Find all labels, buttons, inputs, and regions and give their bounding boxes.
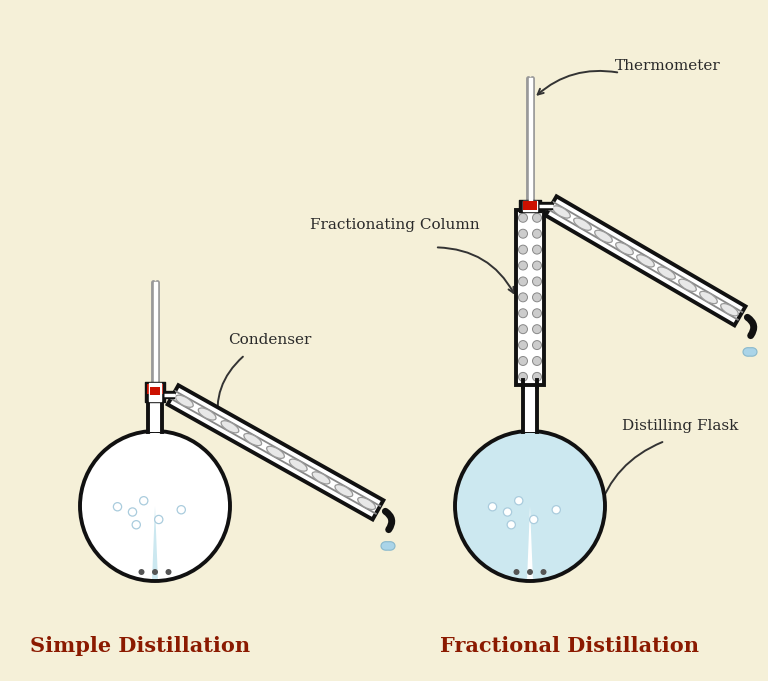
Circle shape bbox=[518, 261, 528, 270]
Text: Fractional Distillation: Fractional Distillation bbox=[441, 636, 700, 656]
Wedge shape bbox=[456, 432, 604, 580]
Polygon shape bbox=[545, 196, 746, 326]
Bar bbox=[148, 387, 162, 432]
Circle shape bbox=[518, 308, 528, 318]
Bar bbox=[516, 210, 544, 385]
Circle shape bbox=[532, 245, 541, 254]
Ellipse shape bbox=[720, 304, 738, 316]
Ellipse shape bbox=[700, 291, 717, 304]
Circle shape bbox=[177, 505, 185, 514]
Circle shape bbox=[532, 373, 541, 381]
Circle shape bbox=[165, 569, 171, 575]
Circle shape bbox=[532, 277, 541, 286]
Bar bbox=[523, 387, 537, 432]
Circle shape bbox=[154, 516, 163, 524]
Circle shape bbox=[455, 431, 605, 581]
Ellipse shape bbox=[616, 242, 634, 255]
Text: Fractionating Column: Fractionating Column bbox=[310, 219, 480, 232]
Circle shape bbox=[518, 373, 528, 381]
Ellipse shape bbox=[266, 446, 284, 458]
Bar bbox=[150, 387, 160, 395]
Circle shape bbox=[140, 496, 148, 505]
Bar bbox=[147, 384, 163, 394]
Circle shape bbox=[518, 229, 528, 238]
Ellipse shape bbox=[594, 230, 612, 242]
Circle shape bbox=[152, 569, 158, 575]
Circle shape bbox=[532, 325, 541, 334]
Circle shape bbox=[532, 308, 541, 318]
Wedge shape bbox=[152, 506, 158, 580]
Circle shape bbox=[552, 505, 561, 514]
Circle shape bbox=[532, 213, 541, 222]
Ellipse shape bbox=[553, 206, 571, 218]
Circle shape bbox=[518, 293, 528, 302]
Text: Thermometer: Thermometer bbox=[615, 59, 721, 73]
Ellipse shape bbox=[335, 485, 353, 496]
Circle shape bbox=[128, 508, 137, 516]
Ellipse shape bbox=[290, 459, 307, 471]
Circle shape bbox=[541, 569, 547, 575]
Ellipse shape bbox=[221, 421, 239, 433]
Circle shape bbox=[488, 503, 497, 511]
Polygon shape bbox=[743, 348, 757, 356]
Circle shape bbox=[503, 508, 511, 516]
Circle shape bbox=[132, 521, 141, 529]
Circle shape bbox=[507, 521, 515, 529]
Circle shape bbox=[518, 277, 528, 286]
Ellipse shape bbox=[244, 434, 262, 445]
Ellipse shape bbox=[176, 395, 194, 407]
Ellipse shape bbox=[679, 279, 697, 291]
Circle shape bbox=[515, 496, 523, 505]
Ellipse shape bbox=[198, 408, 216, 420]
Circle shape bbox=[518, 340, 528, 349]
Text: Condenser: Condenser bbox=[228, 333, 312, 347]
Circle shape bbox=[518, 356, 528, 366]
Circle shape bbox=[532, 293, 541, 302]
Circle shape bbox=[532, 340, 541, 349]
Ellipse shape bbox=[312, 472, 330, 484]
Circle shape bbox=[114, 503, 121, 511]
Bar bbox=[523, 202, 537, 210]
Text: Simple Distillation: Simple Distillation bbox=[30, 636, 250, 656]
Ellipse shape bbox=[637, 255, 654, 267]
Text: Distilling Flask: Distilling Flask bbox=[622, 419, 738, 433]
Circle shape bbox=[138, 569, 144, 575]
Polygon shape bbox=[381, 541, 395, 550]
Circle shape bbox=[530, 516, 538, 524]
Polygon shape bbox=[167, 385, 383, 520]
Circle shape bbox=[527, 569, 533, 575]
Circle shape bbox=[518, 213, 528, 222]
Circle shape bbox=[80, 431, 230, 581]
Ellipse shape bbox=[657, 267, 675, 279]
Circle shape bbox=[532, 261, 541, 270]
Circle shape bbox=[518, 325, 528, 334]
Circle shape bbox=[518, 245, 528, 254]
Circle shape bbox=[532, 356, 541, 366]
Ellipse shape bbox=[358, 497, 376, 509]
Circle shape bbox=[532, 229, 541, 238]
Ellipse shape bbox=[574, 218, 591, 230]
Circle shape bbox=[514, 569, 519, 575]
